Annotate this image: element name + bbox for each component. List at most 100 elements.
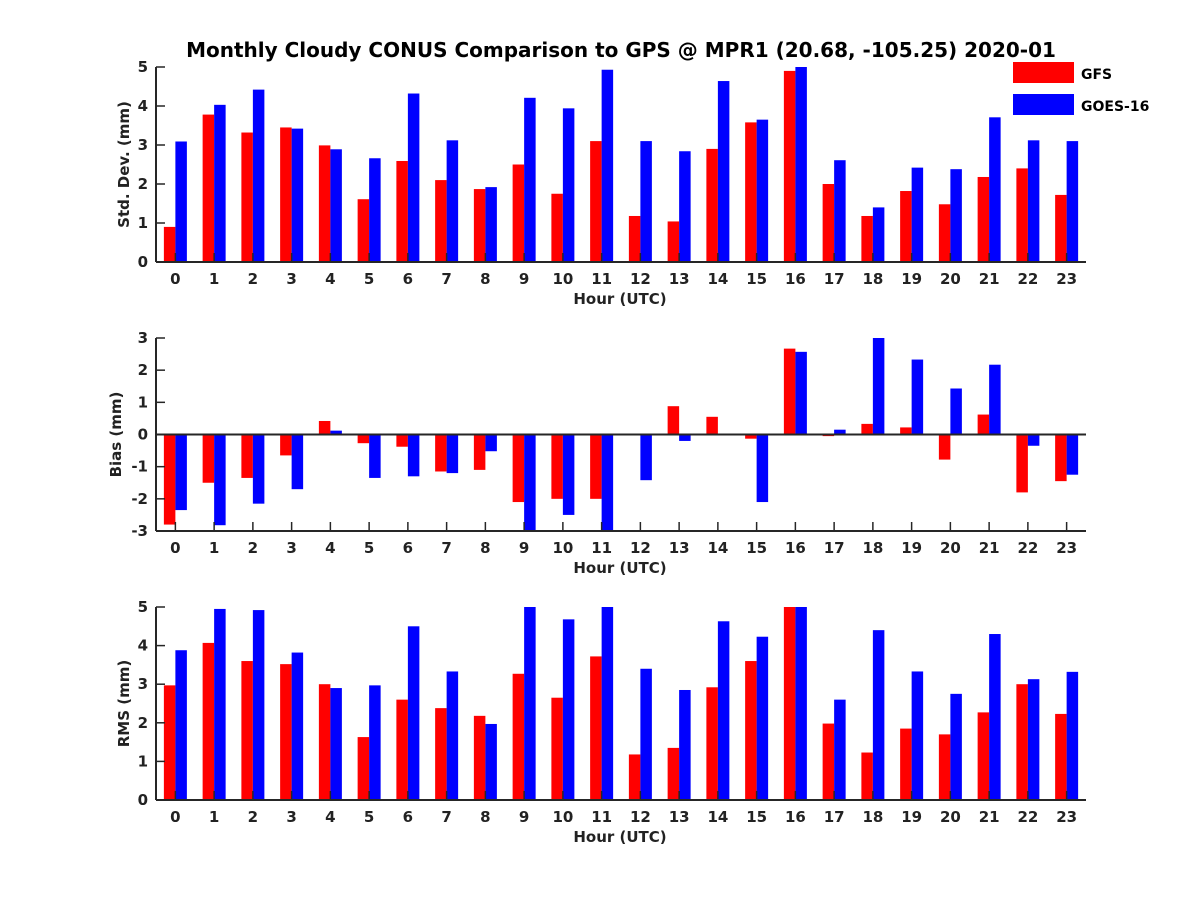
x-tick-label: 0 [170,539,180,557]
y-tick-label: 0 [138,426,148,444]
bar-gfs-hour-0 [163,685,176,800]
bar-gfs-hour-1 [202,642,215,800]
bar-gfs-hour-7 [435,180,447,262]
bar-goes16-hour-8 [485,187,497,262]
bar-goes16-hour-23 [1066,434,1079,475]
bar-goes16-hour-7 [446,671,459,800]
x-tick-label: 23 [1056,808,1077,826]
x-tick-label: 2 [248,539,258,557]
x-tick-label: 19 [901,270,922,288]
bar-goes16-hour-13 [679,689,691,800]
bar-goes16-hour-0 [175,650,187,800]
x-tick-label: 8 [480,270,490,288]
bar-gfs-hour-2 [241,132,253,262]
bar-goes16-hour-1 [214,434,226,526]
bar-gfs-hour-0 [163,226,176,262]
bar-goes16-hour-17 [834,699,846,800]
bar-gfs-hour-19 [900,427,912,435]
y-tick-label: -2 [131,490,148,508]
y-tick-label: -3 [131,522,148,540]
bar-goes16-hour-5 [369,685,381,800]
bar-gfs-hour-5 [357,199,370,262]
bar-goes16-hour-23 [1066,671,1079,800]
bar-goes16-hour-16 [795,67,807,262]
y-tick-label: 2 [138,714,148,732]
bar-gfs-hour-14 [706,148,718,262]
bar-gfs-hour-17 [822,184,835,262]
bar-gfs-hour-20 [938,204,951,262]
bar-goes16-hour-13 [679,151,691,262]
bar-goes16-hour-2 [252,89,265,263]
bar-goes16-hour-7 [446,434,459,474]
bar-gfs-hour-10 [551,697,563,800]
bar-gfs-hour-8 [473,434,486,470]
x-tick-label: 8 [480,539,490,557]
bar-gfs-hour-12 [628,754,641,800]
bar-gfs-hour-4 [318,145,331,262]
bar-goes16-hour-7 [446,140,459,262]
bar-goes16-hour-9 [524,607,536,800]
x-tick-label: 23 [1056,270,1077,288]
bar-goes16-hour-22 [1027,679,1040,800]
x-tick-label: 6 [403,539,413,557]
x-tick-label: 18 [862,270,883,288]
bar-goes16-hour-2 [252,610,265,800]
bar-goes16-hour-3 [291,652,304,800]
bar-goes16-hour-4 [330,688,342,800]
x-tick-label: 23 [1056,539,1077,557]
y-tick-label: 3 [138,675,148,693]
bar-goes16-hour-22 [1027,434,1040,446]
y-tick-label: 0 [138,791,148,809]
bar-goes16-hour-15 [756,636,769,800]
bar-gfs-hour-14 [706,687,718,800]
bar-gfs-hour-10 [551,434,563,499]
x-tick-label: 19 [901,808,922,826]
x-tick-label: 9 [519,539,529,557]
x-tick-label: 22 [1017,539,1038,557]
bar-gfs-hour-23 [1055,434,1067,482]
x-tick-label: 21 [979,270,1000,288]
bar-goes16-hour-23 [1066,141,1079,262]
bar-goes16-hour-4 [330,149,342,262]
bar-goes16-hour-2 [252,434,265,504]
bar-goes16-hour-9 [524,434,536,531]
x-tick-label: 2 [248,270,258,288]
bar-gfs-hour-17 [822,723,835,800]
bar-goes16-hour-11 [601,607,614,800]
y-tick-label: 5 [138,598,148,616]
x-tick-label: 10 [552,808,573,826]
bar-goes16-hour-14 [717,621,730,800]
x-tick-label: 14 [707,539,728,557]
bar-goes16-hour-16 [795,607,807,800]
bar-goes16-hour-3 [291,128,304,262]
x-tick-label: 8 [480,808,490,826]
bar-gfs-hour-4 [318,684,331,800]
x-tick-label: 12 [630,539,651,557]
x-tick-label: 0 [170,808,180,826]
x-tick-label: 15 [746,808,767,826]
x-tick-label: 13 [669,808,690,826]
x-tick-label: 4 [325,539,335,557]
bar-gfs-hour-10 [551,193,563,262]
bar-gfs-hour-22 [1016,684,1028,800]
bar-gfs-hour-9 [512,164,525,262]
bar-goes16-hour-19 [911,359,924,435]
axes-2 [155,607,1086,801]
x-tick-label: 5 [364,808,374,826]
bar-gfs-hour-3 [280,434,292,456]
bar-goes16-hour-8 [485,434,497,452]
x-tick-label: 4 [325,270,335,288]
bar-gfs-hour-22 [1016,434,1028,493]
bar-gfs-hour-4 [318,420,331,435]
bar-gfs-hour-6 [396,434,408,447]
bar-gfs-hour-18 [861,423,873,435]
bar-goes16-hour-18 [872,630,885,800]
x-tick-label: 1 [209,539,219,557]
x-tick-label: 22 [1017,270,1038,288]
x-tick-label: 17 [824,808,845,826]
bar-gfs-hour-16 [783,348,796,435]
bar-gfs-hour-2 [241,434,253,478]
